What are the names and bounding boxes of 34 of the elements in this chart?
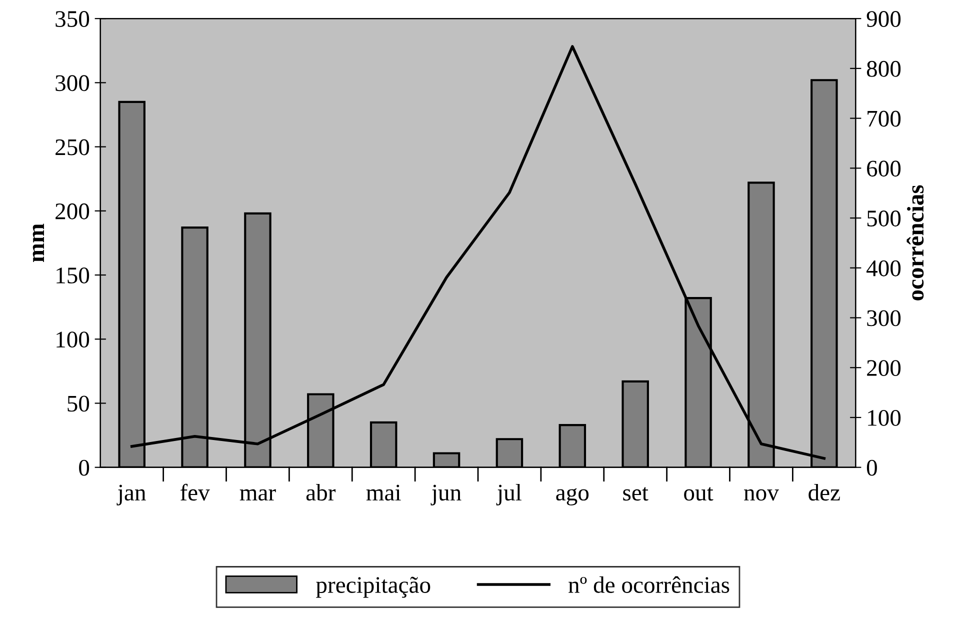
y-tick-label: 250 bbox=[56, 139, 90, 156]
y-tick-label: 350 bbox=[56, 11, 90, 27]
y2-tick-label: 900 bbox=[866, 11, 901, 27]
x-tick-label: dez bbox=[808, 484, 840, 501]
y2-tick-label: 0 bbox=[866, 460, 877, 476]
x-tick-label: out bbox=[684, 487, 714, 501]
x-tick-label: abr bbox=[306, 484, 336, 501]
y2-tick-label: 300 bbox=[867, 310, 901, 326]
x-tick-label: jun bbox=[430, 484, 462, 506]
y2-tick-label: 200 bbox=[867, 360, 901, 376]
x-tick-label: set bbox=[623, 487, 648, 501]
y-tick-label: 0 bbox=[79, 460, 90, 476]
x-tick-label: mai bbox=[366, 484, 401, 501]
y-tick-label: 150 bbox=[56, 268, 90, 284]
x-tick-label: mar bbox=[240, 489, 276, 501]
y2-tick-label: 600 bbox=[867, 160, 901, 177]
y2-axis-title: ocorrências bbox=[906, 185, 924, 300]
y-tick-label: 50 bbox=[68, 396, 90, 412]
y-tick-label: 200 bbox=[56, 203, 90, 220]
x-tick-label: ago bbox=[556, 488, 589, 506]
x-tick-label: nov bbox=[744, 489, 779, 501]
y-axis-title: mm bbox=[32, 224, 44, 262]
y2-tick-label: 800 bbox=[866, 60, 901, 77]
y2-tick-label: 500 bbox=[867, 210, 901, 226]
y-tick-label: 100 bbox=[56, 332, 90, 348]
x-tick-label: jul bbox=[496, 484, 522, 506]
x-tick-label: jan bbox=[116, 484, 146, 506]
x-tick-label: fev bbox=[180, 484, 210, 501]
y2-tick-label: 100 bbox=[868, 410, 901, 426]
legend-label: precipitação bbox=[316, 576, 430, 598]
y2-tick-label: 400 bbox=[866, 260, 901, 276]
y2-tick-label: 700 bbox=[868, 110, 901, 127]
legend-label: nº de ocorrências bbox=[568, 576, 730, 593]
y-tick-label: 300 bbox=[56, 75, 90, 92]
